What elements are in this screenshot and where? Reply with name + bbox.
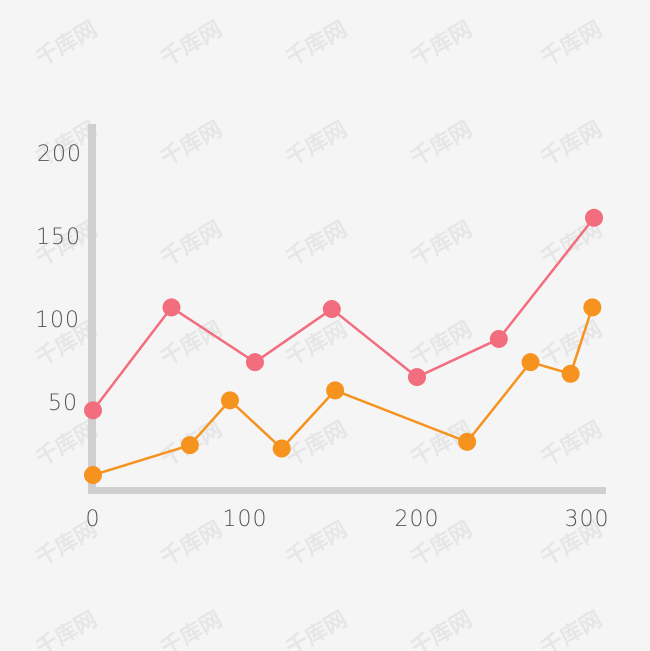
y-tick-label: 50 — [48, 391, 78, 416]
y-tick-labels: 50 100 150 200 — [35, 142, 82, 416]
y-tick-label: 150 — [36, 225, 81, 250]
data-point — [407, 368, 426, 387]
data-point — [458, 432, 477, 451]
watermark-text: 千库网 — [537, 117, 607, 172]
watermark-text: 千库网 — [32, 607, 102, 651]
watermark-text: 千库网 — [407, 217, 477, 272]
watermark-text: 千库网 — [282, 417, 352, 472]
x-tick-label: 0 — [86, 507, 101, 532]
watermark-text: 千库网 — [282, 217, 352, 272]
watermark-text: 千库网 — [157, 317, 227, 372]
x-tick-labels: 0 100 200 300 — [86, 507, 610, 532]
x-tick-label: 200 — [395, 507, 440, 532]
series-2 — [84, 298, 602, 485]
series-layer — [84, 208, 603, 485]
data-point — [220, 391, 239, 410]
axes — [88, 124, 606, 494]
data-point — [521, 353, 540, 372]
data-point — [489, 329, 508, 348]
series-1 — [84, 208, 603, 420]
watermark-text: 千库网 — [157, 217, 227, 272]
watermark-text: 千库网 — [537, 417, 607, 472]
data-point — [326, 381, 345, 400]
watermark-text: 千库网 — [157, 607, 227, 651]
x-tick-label: 300 — [565, 507, 610, 532]
data-point — [322, 300, 341, 319]
watermark-text: 千库网 — [407, 607, 477, 651]
watermark-text: 千库网 — [32, 17, 102, 72]
watermark-text: 千库网 — [537, 317, 607, 372]
data-point — [84, 466, 102, 485]
watermark-text: 千库网 — [282, 17, 352, 72]
watermark-text: 千库网 — [282, 117, 352, 172]
data-point — [245, 353, 264, 372]
watermark-text: 千库网 — [157, 17, 227, 72]
data-point — [180, 436, 199, 455]
y-tick-label: 100 — [35, 308, 80, 333]
watermark-text: 千库网 — [537, 17, 607, 72]
watermark-layer: 千库网 千库网 千库网 千库网 千库网千库网 千库网 千库网 千库网 千库网千库网 千库网 千库网千… — [32, 17, 607, 651]
y-axis-line — [88, 124, 96, 494]
data-point — [272, 439, 291, 458]
watermark-text: 千库网 — [282, 517, 352, 572]
data-point — [585, 208, 603, 227]
data-point — [162, 298, 181, 317]
watermark-text: 千库网 — [407, 117, 477, 172]
watermark-text: 千库网 — [157, 517, 227, 572]
watermark-text: 千库网 — [407, 317, 477, 372]
watermark-text: 千库网 — [157, 117, 227, 172]
watermark-text: 千库网 — [282, 317, 352, 372]
watermark-text: 千库网 — [282, 607, 352, 651]
data-point — [84, 401, 102, 420]
y-tick-label: 200 — [37, 142, 82, 167]
x-axis-line — [88, 487, 606, 494]
data-point — [583, 298, 602, 317]
watermark-text: 千库网 — [537, 607, 607, 651]
data-point — [561, 364, 580, 383]
watermark-text: 千库网 — [407, 17, 477, 72]
x-tick-label: 100 — [223, 507, 268, 532]
